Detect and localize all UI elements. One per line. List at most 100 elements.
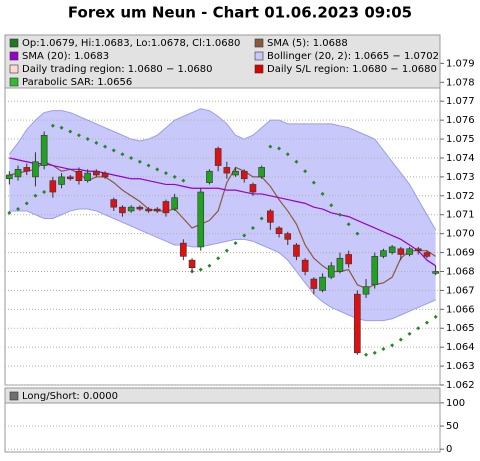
sar-dot [224, 248, 229, 253]
y-tick-label: 1.073 [446, 172, 475, 183]
candle-body [49, 180, 57, 193]
sar-dot [94, 140, 99, 145]
y-tick-label: 1.066 [446, 304, 475, 315]
candle-body [301, 259, 309, 272]
legend-label: Parabolic SAR: 1.0656 [22, 77, 132, 88]
y-tick-label: 1.072 [446, 191, 475, 202]
candle-body [206, 170, 213, 183]
legend-label: Daily trading region: 1.0680 − 1.0680 [22, 64, 213, 75]
candle-body [101, 172, 109, 178]
sar-dot [277, 146, 282, 151]
candle-body [145, 208, 152, 212]
candle-body [293, 244, 300, 257]
sar-dot [381, 347, 386, 352]
sar-dot [146, 163, 151, 168]
sar-dot [311, 180, 316, 185]
candle-body [6, 174, 13, 180]
sar-dot [207, 263, 212, 268]
candle-body [258, 167, 265, 178]
sar-dot [129, 155, 134, 160]
sar-dot [172, 174, 177, 179]
y-tick-label: 1.070 [446, 229, 475, 240]
chart-title: Forex um Neun - Chart 01.06.2023 09:05 [68, 4, 412, 22]
sar-dot [16, 207, 21, 212]
candle-body [327, 265, 335, 278]
sar-dot [198, 267, 203, 272]
candle-body [75, 170, 83, 181]
y-tick-label: 1.069 [446, 248, 475, 259]
candle-body [84, 172, 91, 181]
sar-dot [85, 137, 90, 142]
candle-body [354, 293, 361, 354]
sar-dot [268, 144, 273, 149]
sar-dot [424, 320, 429, 325]
candle-body [58, 176, 65, 185]
y-tick-label: 1.062 [446, 380, 475, 391]
legend-box [4, 387, 441, 404]
sar-dot [50, 123, 55, 128]
candle-body [110, 199, 118, 208]
legend-label: Daily S/L region: 1.0680 − 1.0680 [267, 64, 437, 75]
candle-body [406, 248, 413, 255]
y-tick-label: 1.065 [446, 323, 475, 334]
y-tick-label: 1.064 [446, 342, 475, 353]
candle-body [345, 254, 352, 265]
sar-dot [163, 171, 168, 176]
legend-swatch [9, 64, 19, 74]
y-tick-label: 1.077 [446, 96, 475, 107]
candle-body [336, 257, 344, 272]
sar-dot [364, 352, 369, 357]
candle-body [153, 208, 161, 212]
legend-swatch [9, 38, 19, 48]
sar-dot [137, 159, 142, 164]
sar-dot [303, 169, 308, 174]
sar-dot [372, 350, 377, 355]
candle-body [32, 161, 39, 178]
candle-body [371, 256, 379, 286]
legend-label: Op:1.0679, Hi:1.0683, Lo:1.0678, Cl:1.06… [22, 38, 240, 49]
sar-dot [59, 125, 64, 130]
candle-body [93, 170, 100, 176]
legend-swatch [254, 64, 264, 74]
candle-body [23, 167, 31, 172]
legend-label: Bollinger (20, 2): 1.0665 − 1.0702 [267, 51, 439, 62]
y-tick-label: 1.078 [446, 77, 475, 88]
sar-dot [103, 144, 108, 149]
candle-body [188, 259, 196, 269]
candle-body [362, 286, 370, 295]
sar-dot [181, 178, 186, 183]
indicator-line [9, 157, 436, 267]
candle-body [180, 242, 187, 257]
candle-body [249, 184, 257, 193]
legend-label: SMA (20): 1.0683 [22, 51, 109, 62]
legend-swatch [9, 391, 19, 401]
candle-body [275, 227, 283, 234]
sar-dot [33, 193, 38, 198]
sar-dot [390, 343, 395, 348]
sar-dot [120, 152, 125, 157]
sar-dot [155, 167, 160, 172]
candle-body [66, 176, 74, 180]
sar-dot [398, 337, 403, 342]
candle-body [423, 252, 431, 257]
bollinger-lower [9, 208, 436, 322]
candle-body [136, 206, 144, 210]
candle-body [388, 246, 396, 253]
y-tick-label: 1.068 [446, 266, 475, 277]
candle-body [284, 233, 292, 240]
sar-dot [216, 256, 221, 261]
legend-box [4, 34, 441, 89]
sar-dot [355, 231, 360, 236]
sar-dot [233, 241, 238, 246]
candle-body [119, 206, 126, 214]
legend-swatch [9, 77, 19, 87]
candle-body [380, 250, 387, 257]
candle-body [310, 278, 318, 289]
candle-body [397, 248, 405, 255]
sar-dot [346, 222, 351, 227]
candle-body [214, 148, 222, 166]
y-tick-label: 1.071 [446, 210, 475, 221]
y-tick-label: 1.067 [446, 285, 475, 296]
legend-swatch [9, 51, 19, 61]
sar-dot [242, 233, 247, 238]
